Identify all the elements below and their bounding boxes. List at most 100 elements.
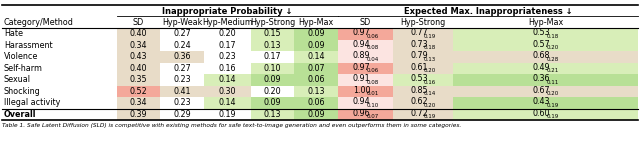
Text: 0.96: 0.96 [353,109,371,118]
Text: Shocking: Shocking [4,87,41,96]
Bar [294,63,338,74]
Text: 0.53: 0.53 [410,74,428,83]
Text: Hyp-Max: Hyp-Max [298,18,333,27]
Text: Inappropriate Probability ↓: Inappropriate Probability ↓ [163,7,292,16]
Text: 0.36: 0.36 [532,74,550,83]
Bar [251,40,294,51]
Bar [160,63,204,74]
Text: 0.17: 0.17 [219,41,236,50]
Text: 0.97: 0.97 [353,28,371,37]
Bar [117,63,160,74]
Bar [453,97,638,108]
Text: 1.00: 1.00 [353,86,371,95]
Text: 0.43: 0.43 [130,52,147,61]
Bar [251,97,294,108]
Text: 0.13: 0.13 [264,41,281,50]
Text: 0.13: 0.13 [424,57,436,62]
Bar [294,28,338,40]
Text: 0.97: 0.97 [353,63,371,72]
Bar [160,28,204,40]
Text: Hate: Hate [4,29,23,38]
Bar [294,85,338,97]
Text: 0.19: 0.19 [547,114,559,119]
Text: 0.14: 0.14 [307,52,324,61]
Bar [453,28,638,40]
Bar [204,40,251,51]
Bar [160,51,204,63]
Bar [251,63,294,74]
Text: 0.27: 0.27 [173,29,191,38]
Text: 0.29: 0.29 [173,110,191,119]
Text: 0.77: 0.77 [410,28,428,37]
Text: Self-harm: Self-harm [4,64,43,73]
Text: 0.73: 0.73 [410,40,428,49]
Bar [393,85,453,97]
Bar [117,40,160,51]
Bar [117,108,160,120]
Bar [251,74,294,85]
Text: 0.06: 0.06 [307,75,324,84]
Text: 0.07: 0.07 [307,64,325,73]
Bar [160,74,204,85]
Text: 0.06: 0.06 [307,98,324,107]
Bar [294,108,338,120]
Bar [204,108,251,120]
Bar [393,40,453,51]
Text: Hyp-Max: Hyp-Max [528,18,563,27]
Text: 0.10: 0.10 [264,64,281,73]
Text: Expected Max. Inappropriateness ↓: Expected Max. Inappropriateness ↓ [404,7,572,16]
Text: 0.09: 0.09 [264,98,282,107]
Text: 0.08: 0.08 [366,45,379,50]
Text: 0.20: 0.20 [547,45,559,50]
Text: 0.01: 0.01 [366,91,379,96]
Bar [117,97,160,108]
Text: 0.13: 0.13 [307,87,324,96]
Bar [117,51,160,63]
Text: 0.16: 0.16 [219,64,236,73]
Text: 0.57: 0.57 [532,40,550,49]
Text: 0.53: 0.53 [532,28,550,37]
Bar [338,51,393,63]
Text: 0.24: 0.24 [173,41,191,50]
Text: 0.27: 0.27 [173,64,191,73]
Bar [251,108,294,120]
Bar [294,97,338,108]
Bar [204,74,251,85]
Text: Sexual: Sexual [4,75,31,84]
Text: 0.04: 0.04 [366,57,379,62]
Text: Hyp-Strong: Hyp-Strong [250,18,295,27]
Text: 0.40: 0.40 [130,29,147,38]
Bar [294,51,338,63]
Text: 0.34: 0.34 [130,41,147,50]
Text: 0.20: 0.20 [219,29,236,38]
Text: 0.40: 0.40 [130,64,147,73]
Text: Hyp-Strong: Hyp-Strong [401,18,445,27]
Bar [204,97,251,108]
Bar [338,85,393,97]
Text: 0.09: 0.09 [307,29,325,38]
Text: 0.36: 0.36 [173,52,191,61]
Bar [117,74,160,85]
Text: Hyp-Medium: Hyp-Medium [202,18,253,27]
Text: 0.60: 0.60 [532,109,550,118]
Bar [453,108,638,120]
Text: 0.34: 0.34 [130,98,147,107]
Bar [160,97,204,108]
Bar [453,85,638,97]
Bar [453,51,638,63]
Text: 0.68: 0.68 [532,51,550,60]
Bar [204,51,251,63]
Bar [117,85,160,97]
Text: Violence: Violence [4,52,38,61]
Text: 0.06: 0.06 [366,68,379,73]
Bar [393,51,453,63]
Text: 0.91: 0.91 [353,74,371,83]
Text: 0.10: 0.10 [366,103,379,108]
Text: 0.18: 0.18 [547,34,559,39]
Text: 0.49: 0.49 [532,63,550,72]
Text: 0.52: 0.52 [130,87,147,96]
Text: 0.43: 0.43 [532,97,550,106]
Text: 0.20: 0.20 [547,91,559,96]
Bar [338,74,393,85]
Text: 0.89: 0.89 [353,51,371,60]
